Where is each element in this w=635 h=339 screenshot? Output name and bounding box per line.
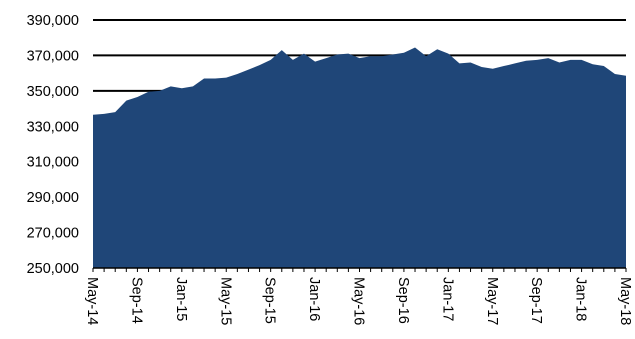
x-tick-label: Jan-15 <box>173 277 189 321</box>
x-tick-label: May-17 <box>484 277 500 325</box>
x-tick-label: May-14 <box>84 277 100 325</box>
y-tick-label: 270,000 <box>27 226 79 242</box>
x-tick-label: Jan-18 <box>573 277 589 321</box>
x-axis: May-14 Sep-14 Jan-15 May-15 Sep-15 Jan-16 May-… <box>84 268 633 325</box>
x-tick-label: Jan-16 <box>306 277 322 321</box>
y-axis: 250,000 270,000 290,000 310,000 330,000 350,0… <box>27 13 79 277</box>
y-tick-label: 330,000 <box>27 119 79 135</box>
x-tick-label: May-16 <box>351 277 367 325</box>
x-tick-label: May-15 <box>217 277 233 325</box>
x-tick-label: Sep-14 <box>128 277 144 324</box>
x-tick-label: Sep-15 <box>262 277 278 324</box>
y-tick-label: 310,000 <box>27 155 79 171</box>
y-tick-label: 290,000 <box>27 190 79 206</box>
x-tick-label: Sep-16 <box>395 277 411 324</box>
y-tick-label: 250,000 <box>27 261 79 277</box>
y-tick-label: 390,000 <box>27 13 79 29</box>
y-tick-label: 370,000 <box>27 48 79 64</box>
x-tick-label: Sep-17 <box>528 277 544 324</box>
series-area <box>93 47 626 269</box>
x-tick-label: Jan-17 <box>439 277 455 321</box>
x-tick-label: May-18 <box>617 277 633 325</box>
y-tick-label: 350,000 <box>27 84 79 100</box>
